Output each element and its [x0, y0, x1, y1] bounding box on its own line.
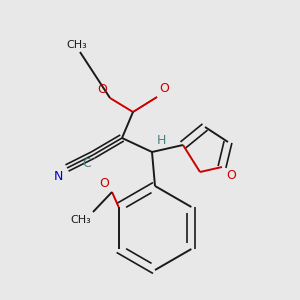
Text: C: C — [82, 157, 91, 170]
Text: CH₃: CH₃ — [70, 215, 91, 225]
Text: O: O — [99, 177, 109, 190]
Text: O: O — [97, 83, 107, 96]
Text: CH₃: CH₃ — [67, 40, 87, 50]
Text: O: O — [159, 82, 169, 95]
Text: N: N — [54, 170, 63, 183]
Text: H: H — [157, 134, 166, 147]
Text: O: O — [226, 169, 236, 182]
